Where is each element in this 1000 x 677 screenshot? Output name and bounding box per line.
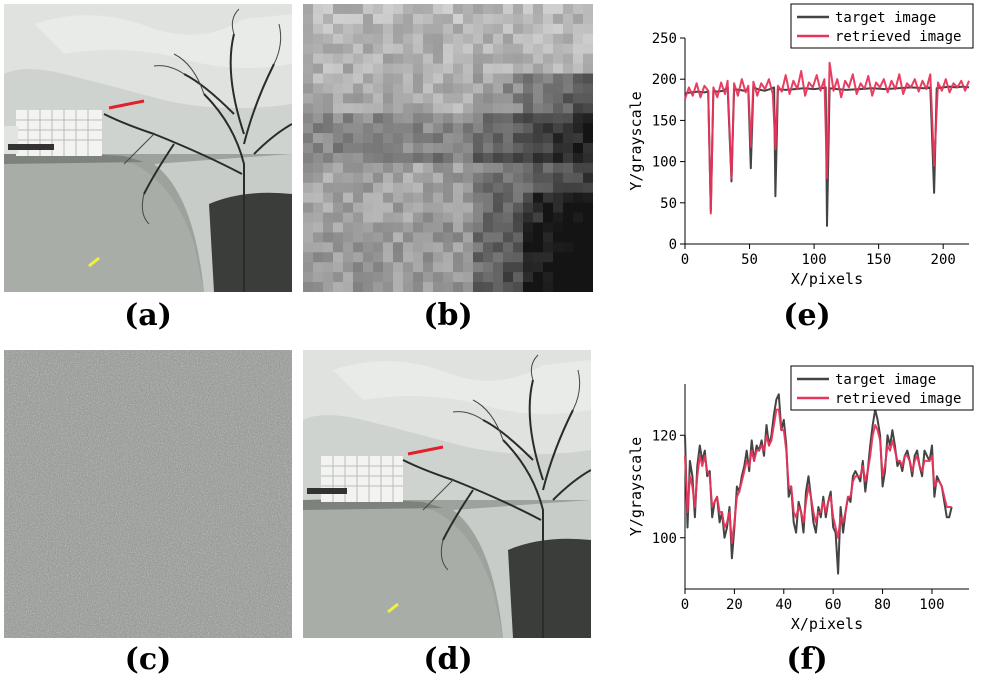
caption-e: (e) <box>783 298 831 333</box>
x-tick-label: 0 <box>681 597 689 613</box>
y-tick-label: 100 <box>652 155 677 171</box>
caption-b: (b) <box>423 298 473 333</box>
yellow-marker-line <box>387 602 399 614</box>
y-axis-label: Y/grayscale <box>627 91 645 190</box>
caption-c: (c) <box>124 642 172 677</box>
photo-retrieved-d <box>303 350 591 638</box>
yellow-marker-line <box>88 256 100 268</box>
caption-a: (a) <box>124 298 172 333</box>
legend-label: target image <box>835 372 936 388</box>
caption-f: (f) <box>786 642 828 677</box>
x-tick-label: 50 <box>741 252 758 268</box>
image-panel-c <box>4 350 292 638</box>
x-tick-label: 100 <box>801 252 826 268</box>
y-axis-label: Y/grayscale <box>627 437 645 536</box>
x-tick-label: 100 <box>919 597 944 613</box>
x-tick-label: 40 <box>775 597 792 613</box>
series-line-retrieved <box>684 408 952 544</box>
y-tick-label: 150 <box>652 113 677 129</box>
y-tick-label: 0 <box>669 237 677 253</box>
caption-d: (d) <box>423 642 473 677</box>
legend-label: retrieved image <box>835 391 961 407</box>
image-panel-a <box>4 4 292 292</box>
red-marker-line <box>108 99 145 110</box>
y-tick-label: 100 <box>652 531 677 547</box>
x-tick-label: 60 <box>825 597 842 613</box>
red-marker-line <box>407 445 444 456</box>
y-tick-label: 250 <box>652 31 677 47</box>
y-tick-label: 120 <box>652 428 677 444</box>
image-panel-b <box>303 4 593 292</box>
legend-box <box>790 3 974 49</box>
y-tick-label: 200 <box>652 72 677 88</box>
photo-original-a <box>4 4 292 292</box>
series-line-retrieved <box>684 61 970 215</box>
chart-e: 0 50 100 150 200 0 50 100 150 200 250 X/pixels Y/gra… <box>625 0 995 304</box>
x-tick-label: 20 <box>726 597 743 613</box>
noise-image-c <box>4 350 292 638</box>
x-axis-label: X/pixels <box>791 615 863 633</box>
x-tick-label: 0 <box>681 252 689 268</box>
chart-f-svg: 0 20 40 60 80 100 100 120 X/pixels Y/grayscale tar… <box>627 365 974 633</box>
x-tick-label: 150 <box>866 252 891 268</box>
chart-e-svg: 0 50 100 150 200 0 50 100 150 200 250 X/pixels Y/gra… <box>627 3 974 288</box>
x-axis-label: X/pixels <box>791 270 863 288</box>
x-tick-label: 80 <box>874 597 891 613</box>
x-tick-label: 200 <box>931 252 956 268</box>
chart-f: 0 20 40 60 80 100 100 120 X/pixels Y/grayscale tar… <box>625 362 995 646</box>
y-tick-label: 50 <box>660 196 677 212</box>
legend-label: retrieved image <box>835 29 961 45</box>
pixelated-image-b <box>303 4 593 292</box>
series-line-target <box>684 393 953 575</box>
image-panel-d <box>303 350 591 638</box>
legend-box <box>790 365 974 411</box>
legend-label: target image <box>835 10 936 26</box>
